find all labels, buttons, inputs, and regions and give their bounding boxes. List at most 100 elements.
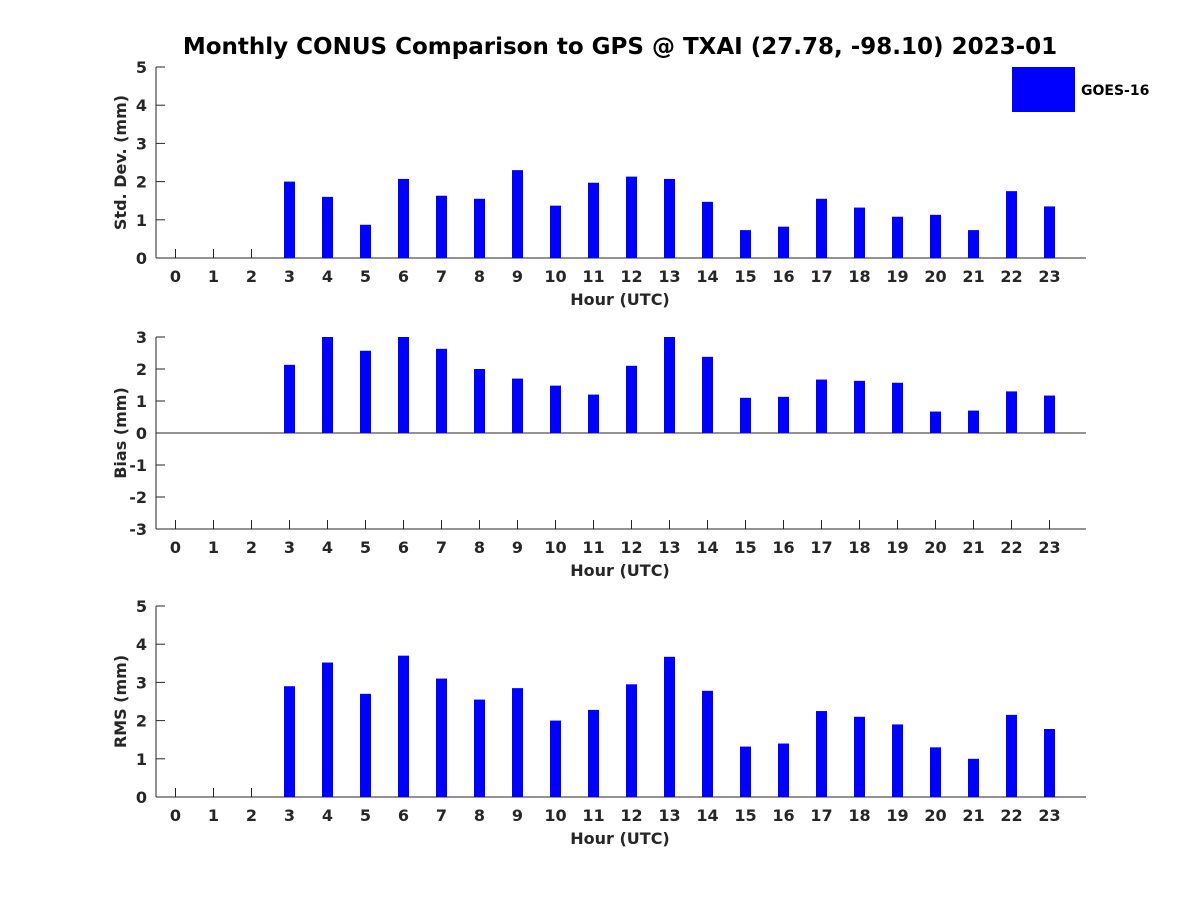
std-dev-x-tick-label: 18	[848, 267, 870, 286]
bias-bar	[778, 396, 789, 433]
std-dev-bar	[398, 178, 409, 258]
rms-y-tick-label: 2	[136, 712, 147, 731]
bias-x-label: Hour (UTC)	[570, 561, 670, 580]
bias-bar	[968, 410, 979, 433]
bias-bar	[360, 350, 371, 433]
rms-bar	[1006, 714, 1017, 797]
std-dev-x-tick-label: 1	[208, 267, 219, 286]
std-dev-x-tick-label: 15	[734, 267, 756, 286]
bias-bar	[284, 364, 295, 433]
bias-x-tick-label: 13	[658, 538, 680, 557]
std-dev-bar	[436, 195, 447, 258]
bias-bar	[398, 337, 409, 433]
rms-x-tick-label: 7	[436, 806, 447, 825]
std-dev-x-tick-label: 4	[322, 267, 333, 286]
rms-bar	[740, 746, 751, 797]
bias-y-tick-label: 2	[136, 360, 147, 379]
rms-x-tick-label: 17	[810, 806, 832, 825]
bias-y-label: Bias (mm)	[111, 387, 130, 479]
bias-bar	[550, 385, 561, 433]
bias-bar	[1044, 395, 1055, 433]
rms-x-tick-label: 13	[658, 806, 680, 825]
bias-bar	[702, 356, 713, 433]
rms-y-tick-label: 4	[136, 635, 147, 654]
bias-x-tick-label: 20	[924, 538, 946, 557]
std-dev-x-tick-label: 8	[474, 267, 485, 286]
rms-x-tick-label: 1	[208, 806, 219, 825]
bias-bar	[664, 337, 675, 433]
std-dev-x-tick-label: 2	[246, 267, 257, 286]
bias-bar	[512, 378, 523, 433]
std-dev-bar	[1044, 206, 1055, 258]
rms-x-tick-label: 22	[1000, 806, 1022, 825]
rms-x-tick-label: 12	[620, 806, 642, 825]
bias-x-tick-label: 10	[544, 538, 566, 557]
std-dev-y-tick-label: 3	[136, 134, 147, 153]
rms-bar	[512, 688, 523, 797]
bias-bar	[474, 369, 485, 433]
rms-bar	[702, 690, 713, 797]
rms-bar	[626, 684, 637, 797]
bias-x-tick-label: 15	[734, 538, 756, 557]
std-dev-x-tick-label: 7	[436, 267, 447, 286]
bias-x-tick-label: 2	[246, 538, 257, 557]
bias-bar	[626, 365, 637, 433]
rms-bar	[284, 686, 295, 797]
rms-x-tick-label: 8	[474, 806, 485, 825]
std-dev-x-tick-label: 0	[170, 267, 181, 286]
std-dev-bar	[778, 226, 789, 258]
rms-x-tick-label: 14	[696, 806, 718, 825]
std-dev-x-tick-label: 11	[582, 267, 604, 286]
bias-x-tick-label: 6	[398, 538, 409, 557]
rms-bar	[322, 662, 333, 797]
std-dev-bar	[512, 170, 523, 258]
bias-bar	[588, 394, 599, 433]
rms-x-tick-label: 16	[772, 806, 794, 825]
bias-bar	[436, 348, 447, 433]
std-dev-bar	[322, 196, 333, 258]
rms-bar	[816, 711, 827, 797]
std-dev-bar	[588, 182, 599, 258]
rms-bar	[930, 747, 941, 797]
rms-y-tick-label: 0	[136, 788, 147, 807]
std-dev-bar	[626, 176, 637, 258]
bias-x-tick-label: 19	[886, 538, 908, 557]
rms-x-tick-label: 23	[1038, 806, 1060, 825]
std-dev-x-tick-label: 10	[544, 267, 566, 286]
rms-bar	[360, 693, 371, 797]
rms-x-tick-label: 2	[246, 806, 257, 825]
rms-y-tick-label: 5	[136, 597, 147, 616]
bias-bar	[1006, 391, 1017, 433]
std-dev-x-tick-label: 21	[962, 267, 984, 286]
rms-x-tick-label: 21	[962, 806, 984, 825]
std-dev-y-tick-label: 5	[136, 58, 147, 77]
std-dev-bar	[892, 216, 903, 258]
bias-y-tick-label: 3	[136, 328, 147, 347]
rms-bar	[398, 655, 409, 797]
bias-x-tick-label: 17	[810, 538, 832, 557]
bias-x-tick-label: 14	[696, 538, 718, 557]
rms-x-tick-label: 3	[284, 806, 295, 825]
rms-y-tick-label: 3	[136, 673, 147, 692]
std-dev-bar	[854, 207, 865, 258]
chart-title: Monthly CONUS Comparison to GPS @ TXAI (…	[183, 34, 1057, 60]
rms-bar	[1044, 729, 1055, 797]
std-dev-bar	[474, 198, 485, 258]
std-dev-x-tick-label: 16	[772, 267, 794, 286]
bias-x-tick-label: 5	[360, 538, 371, 557]
bias-x-tick-label: 4	[322, 538, 333, 557]
std-dev-x-tick-label: 19	[886, 267, 908, 286]
bias-bar	[740, 397, 751, 433]
rms-y-label: RMS (mm)	[111, 655, 130, 748]
std-dev-bar	[968, 230, 979, 258]
rms-bar	[664, 656, 675, 797]
std-dev-x-label: Hour (UTC)	[570, 290, 670, 309]
bias-bar	[930, 411, 941, 433]
bias-x-tick-label: 18	[848, 538, 870, 557]
std-dev-x-tick-label: 3	[284, 267, 295, 286]
std-dev-y-tick-label: 0	[136, 249, 147, 268]
std-dev-x-tick-label: 6	[398, 267, 409, 286]
std-dev-y-label: Std. Dev. (mm)	[111, 95, 130, 230]
bias-bar	[322, 337, 333, 433]
